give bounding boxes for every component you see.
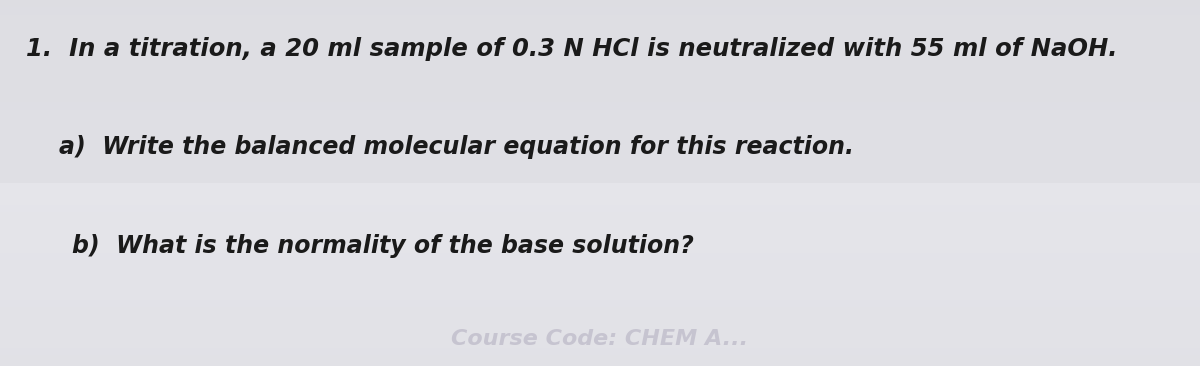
Text: b)  What is the normality of the base solution?: b) What is the normality of the base sol… [72,234,694,258]
Text: a)  Write the balanced molecular equation for this reaction.: a) Write the balanced molecular equation… [26,135,854,160]
Text: Course Code: CHEM A...: Course Code: CHEM A... [451,329,749,350]
Text: 1.  In a titration, a 20 ml sample of 0.3 N HCl is neutralized with 55 ml of NaO: 1. In a titration, a 20 ml sample of 0.3… [26,37,1118,61]
